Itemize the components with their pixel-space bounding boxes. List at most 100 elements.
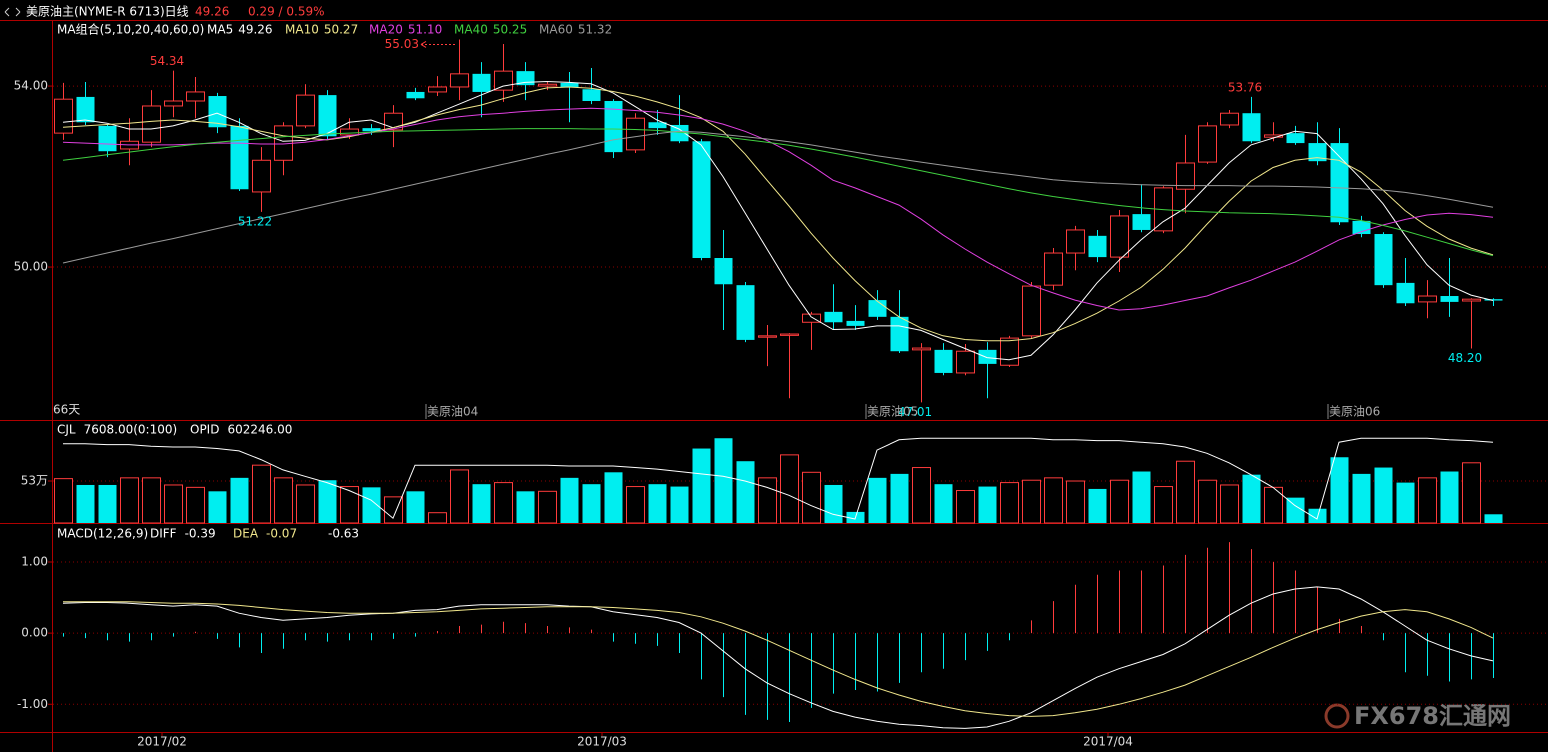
volume-bar [428, 512, 447, 524]
candle-body [1462, 298, 1481, 302]
volume-bar [230, 477, 249, 523]
volume-bar [758, 477, 777, 524]
indicator-line [62, 128, 1494, 257]
y-tick-label: 54.00 [14, 79, 48, 93]
candle-body [626, 117, 645, 151]
legend-value: -0.39 [185, 527, 216, 541]
legend-name: OPID [190, 423, 219, 437]
legend-name: CJL [57, 423, 76, 437]
volume-bar [1286, 497, 1305, 523]
candle-body [670, 124, 689, 142]
volume-bar [208, 491, 227, 523]
indicator-line [62, 586, 1494, 729]
volume-bar [406, 491, 425, 523]
legend-name: MA10 [285, 23, 319, 37]
volume-bar [1000, 482, 1019, 524]
legend-value: -0.07 [266, 527, 297, 541]
candle-body [1264, 134, 1283, 138]
volume-bar [54, 478, 73, 524]
indicator-line [62, 80, 1494, 361]
candle-body [54, 98, 73, 134]
volume-bar [1396, 482, 1415, 523]
candle-body [1396, 282, 1415, 304]
indicator-line [62, 107, 1494, 311]
volume-bar [670, 486, 689, 523]
legend-name: DIFF [150, 527, 177, 541]
volume-bar [450, 469, 469, 524]
volume-bar [1132, 471, 1151, 523]
legend-value: -0.63 [328, 527, 359, 541]
legend-value: 602246.00 [227, 423, 292, 437]
volume-bar [76, 484, 95, 523]
volume-bar [340, 486, 359, 524]
candle-body [76, 96, 95, 123]
candle-body [1132, 214, 1151, 230]
volume-bar [494, 482, 513, 524]
candle-body [450, 73, 469, 88]
x-tick-label: 2017/02 [137, 735, 187, 749]
volume-bar [802, 471, 821, 524]
candle-body [538, 83, 557, 87]
volume-bar [384, 496, 403, 524]
candle-body [1374, 234, 1393, 286]
volume-bar [296, 484, 315, 524]
legend-value: 50.27 [324, 23, 358, 37]
candle-body [802, 313, 821, 323]
volume-bar [604, 472, 623, 523]
icon-stroke [4, 7, 21, 17]
volume-bar [824, 484, 843, 523]
candle-body [1308, 143, 1327, 162]
legend-name: DEA [233, 527, 259, 541]
candle-body [142, 105, 161, 143]
candle-body [846, 320, 865, 326]
y-tick-label: 53万 [21, 474, 48, 488]
candle-body [1198, 125, 1217, 163]
header-title: 美原油主(NYME-R 6713)日线 [26, 5, 189, 19]
volume-bar [1462, 462, 1481, 524]
watermark: FX678汇通网 [1324, 702, 1511, 730]
legend-value: 7608.00(0:100) [84, 423, 178, 437]
volume-bar [98, 484, 117, 523]
price-annotation: 54.34 [150, 54, 184, 68]
candle-body [758, 335, 777, 338]
volume-bar [164, 484, 183, 524]
volume-bar [582, 484, 601, 523]
candle-body [98, 125, 117, 152]
volume-bar [692, 448, 711, 523]
candle-body [1000, 337, 1019, 366]
volume-bar [1330, 457, 1349, 523]
volume-bar [472, 484, 491, 523]
indicator-line [62, 130, 1494, 264]
candle-body [318, 95, 337, 137]
volume-bar [1352, 473, 1371, 523]
volume-bar [1110, 479, 1129, 524]
candle-body [1484, 299, 1503, 301]
volume-bar [736, 461, 755, 523]
legend-value: 51.10 [408, 23, 442, 37]
contract-label: 美原油04 [427, 405, 478, 419]
volume-bar [1066, 480, 1085, 524]
volume-bar [890, 473, 909, 523]
volume-bar [912, 467, 931, 524]
candle-body [208, 96, 227, 128]
volume-bar [1220, 484, 1239, 524]
volume-bar [648, 484, 667, 523]
candle-body [406, 91, 425, 99]
candle-body [648, 122, 667, 129]
volume-bar [274, 477, 293, 524]
candle-body [516, 71, 535, 86]
price-annotation: 48.20 [1448, 351, 1482, 365]
y-tick-label: 0.00 [21, 626, 48, 640]
candle-body [1066, 229, 1085, 254]
period-label: 66天 [53, 403, 80, 417]
candle-body [1176, 162, 1195, 190]
candle-body [230, 125, 249, 190]
candle-body [736, 285, 755, 340]
legend-value: 50.25 [493, 23, 527, 37]
candle-body [890, 316, 909, 352]
candle-body [934, 349, 953, 373]
volume-bar [252, 464, 271, 524]
volume-bar [538, 490, 557, 524]
